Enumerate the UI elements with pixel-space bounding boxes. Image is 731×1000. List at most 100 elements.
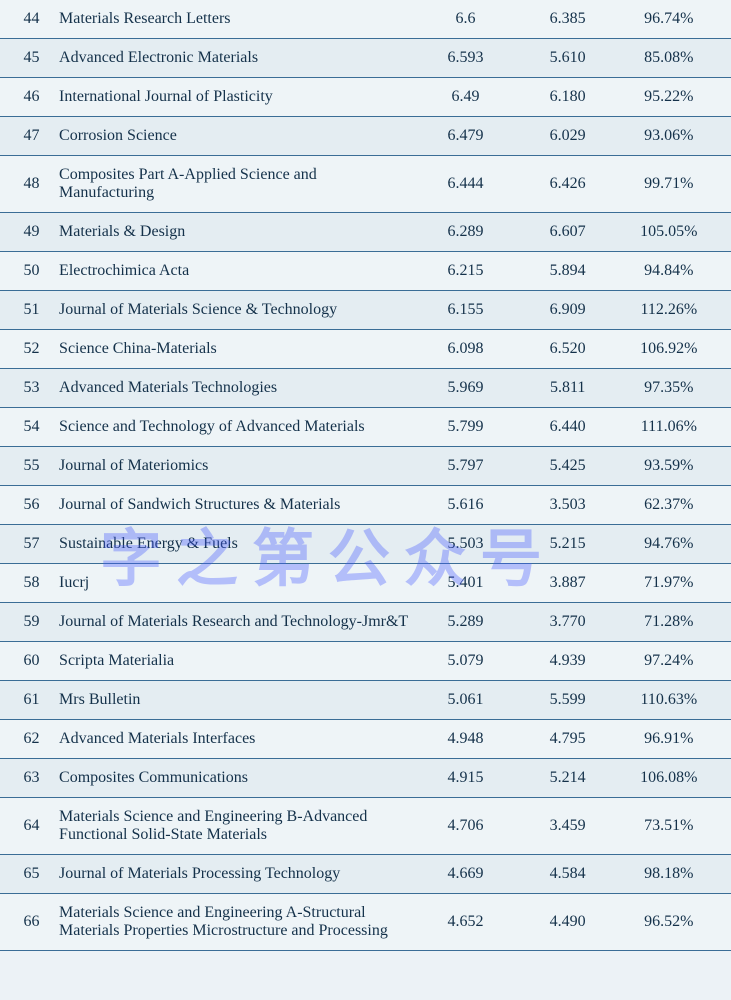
cell-value-3: 106.08% (619, 759, 731, 798)
table-row: 47Corrosion Science6.4796.02993.06% (0, 117, 731, 156)
cell-value-2: 6.909 (517, 291, 619, 330)
journal-ranking-table: 44Materials Research Letters6.66.38596.7… (0, 0, 731, 951)
cell-value-2: 3.459 (517, 798, 619, 855)
cell-value-2: 6.029 (517, 117, 619, 156)
table-row: 66Materials Science and Engineering A-St… (0, 894, 731, 951)
cell-rank: 57 (0, 525, 51, 564)
cell-value-2: 5.599 (517, 681, 619, 720)
cell-journal-name: Materials & Design (51, 213, 414, 252)
cell-value-1: 5.799 (415, 408, 517, 447)
table-row: 54Science and Technology of Advanced Mat… (0, 408, 731, 447)
cell-rank: 49 (0, 213, 51, 252)
cell-rank: 46 (0, 78, 51, 117)
cell-value-3: 71.97% (619, 564, 731, 603)
cell-value-1: 6.6 (415, 0, 517, 39)
cell-value-3: 73.51% (619, 798, 731, 855)
table-row: 52Science China-Materials6.0986.520106.9… (0, 330, 731, 369)
cell-value-3: 99.71% (619, 156, 731, 213)
cell-rank: 60 (0, 642, 51, 681)
cell-value-3: 85.08% (619, 39, 731, 78)
cell-rank: 47 (0, 117, 51, 156)
cell-value-1: 5.797 (415, 447, 517, 486)
cell-value-1: 4.948 (415, 720, 517, 759)
cell-rank: 54 (0, 408, 51, 447)
table-row: 58Iucrj5.4013.88771.97% (0, 564, 731, 603)
cell-value-3: 111.06% (619, 408, 731, 447)
table-row: 45Advanced Electronic Materials6.5935.61… (0, 39, 731, 78)
cell-value-3: 112.26% (619, 291, 731, 330)
cell-journal-name: Composites Communications (51, 759, 414, 798)
cell-value-1: 4.915 (415, 759, 517, 798)
cell-value-1: 5.079 (415, 642, 517, 681)
cell-value-2: 3.770 (517, 603, 619, 642)
cell-value-2: 4.584 (517, 855, 619, 894)
table-row: 60Scripta Materialia5.0794.93997.24% (0, 642, 731, 681)
cell-journal-name: Materials Research Letters (51, 0, 414, 39)
table-row: 63Composites Communications4.9155.214106… (0, 759, 731, 798)
cell-value-1: 4.669 (415, 855, 517, 894)
cell-value-2: 3.887 (517, 564, 619, 603)
cell-value-3: 97.35% (619, 369, 731, 408)
cell-value-1: 6.479 (415, 117, 517, 156)
table-row: 62Advanced Materials Interfaces4.9484.79… (0, 720, 731, 759)
cell-journal-name: Mrs Bulletin (51, 681, 414, 720)
cell-rank: 50 (0, 252, 51, 291)
cell-rank: 53 (0, 369, 51, 408)
cell-rank: 66 (0, 894, 51, 951)
cell-value-1: 6.593 (415, 39, 517, 78)
table-row: 49Materials & Design6.2896.607105.05% (0, 213, 731, 252)
table-row: 56Journal of Sandwich Structures & Mater… (0, 486, 731, 525)
table-row: 50Electrochimica Acta6.2155.89494.84% (0, 252, 731, 291)
cell-value-3: 93.59% (619, 447, 731, 486)
cell-value-1: 6.49 (415, 78, 517, 117)
cell-rank: 61 (0, 681, 51, 720)
cell-value-3: 95.22% (619, 78, 731, 117)
cell-value-2: 3.503 (517, 486, 619, 525)
cell-value-1: 5.401 (415, 564, 517, 603)
cell-journal-name: Science and Technology of Advanced Mater… (51, 408, 414, 447)
cell-journal-name: Iucrj (51, 564, 414, 603)
cell-value-1: 6.289 (415, 213, 517, 252)
cell-rank: 48 (0, 156, 51, 213)
cell-rank: 59 (0, 603, 51, 642)
cell-rank: 65 (0, 855, 51, 894)
cell-journal-name: Corrosion Science (51, 117, 414, 156)
cell-value-3: 94.76% (619, 525, 731, 564)
cell-value-2: 5.811 (517, 369, 619, 408)
cell-value-1: 5.289 (415, 603, 517, 642)
table-body: 44Materials Research Letters6.66.38596.7… (0, 0, 731, 951)
cell-journal-name: Materials Science and Engineering B-Adva… (51, 798, 414, 855)
cell-value-2: 5.894 (517, 252, 619, 291)
cell-value-2: 5.215 (517, 525, 619, 564)
cell-journal-name: Materials Science and Engineering A-Stru… (51, 894, 414, 951)
cell-value-1: 5.969 (415, 369, 517, 408)
cell-value-3: 96.91% (619, 720, 731, 759)
table-row: 51Journal of Materials Science & Technol… (0, 291, 731, 330)
cell-value-2: 4.795 (517, 720, 619, 759)
cell-value-2: 5.425 (517, 447, 619, 486)
cell-value-1: 6.215 (415, 252, 517, 291)
cell-journal-name: Advanced Electronic Materials (51, 39, 414, 78)
cell-value-1: 6.444 (415, 156, 517, 213)
table-row: 46International Journal of Plasticity6.4… (0, 78, 731, 117)
cell-rank: 58 (0, 564, 51, 603)
cell-value-2: 6.440 (517, 408, 619, 447)
cell-journal-name: Electrochimica Acta (51, 252, 414, 291)
cell-value-3: 62.37% (619, 486, 731, 525)
cell-value-3: 93.06% (619, 117, 731, 156)
table-row: 65Journal of Materials Processing Techno… (0, 855, 731, 894)
cell-rank: 51 (0, 291, 51, 330)
cell-value-3: 96.74% (619, 0, 731, 39)
cell-rank: 55 (0, 447, 51, 486)
cell-rank: 64 (0, 798, 51, 855)
cell-value-1: 4.652 (415, 894, 517, 951)
cell-journal-name: Journal of Materials Science & Technolog… (51, 291, 414, 330)
cell-value-3: 105.05% (619, 213, 731, 252)
cell-value-1: 6.155 (415, 291, 517, 330)
cell-value-2: 6.520 (517, 330, 619, 369)
cell-value-2: 6.426 (517, 156, 619, 213)
cell-rank: 52 (0, 330, 51, 369)
table-row: 44Materials Research Letters6.66.38596.7… (0, 0, 731, 39)
cell-journal-name: Advanced Materials Technologies (51, 369, 414, 408)
cell-value-2: 6.385 (517, 0, 619, 39)
